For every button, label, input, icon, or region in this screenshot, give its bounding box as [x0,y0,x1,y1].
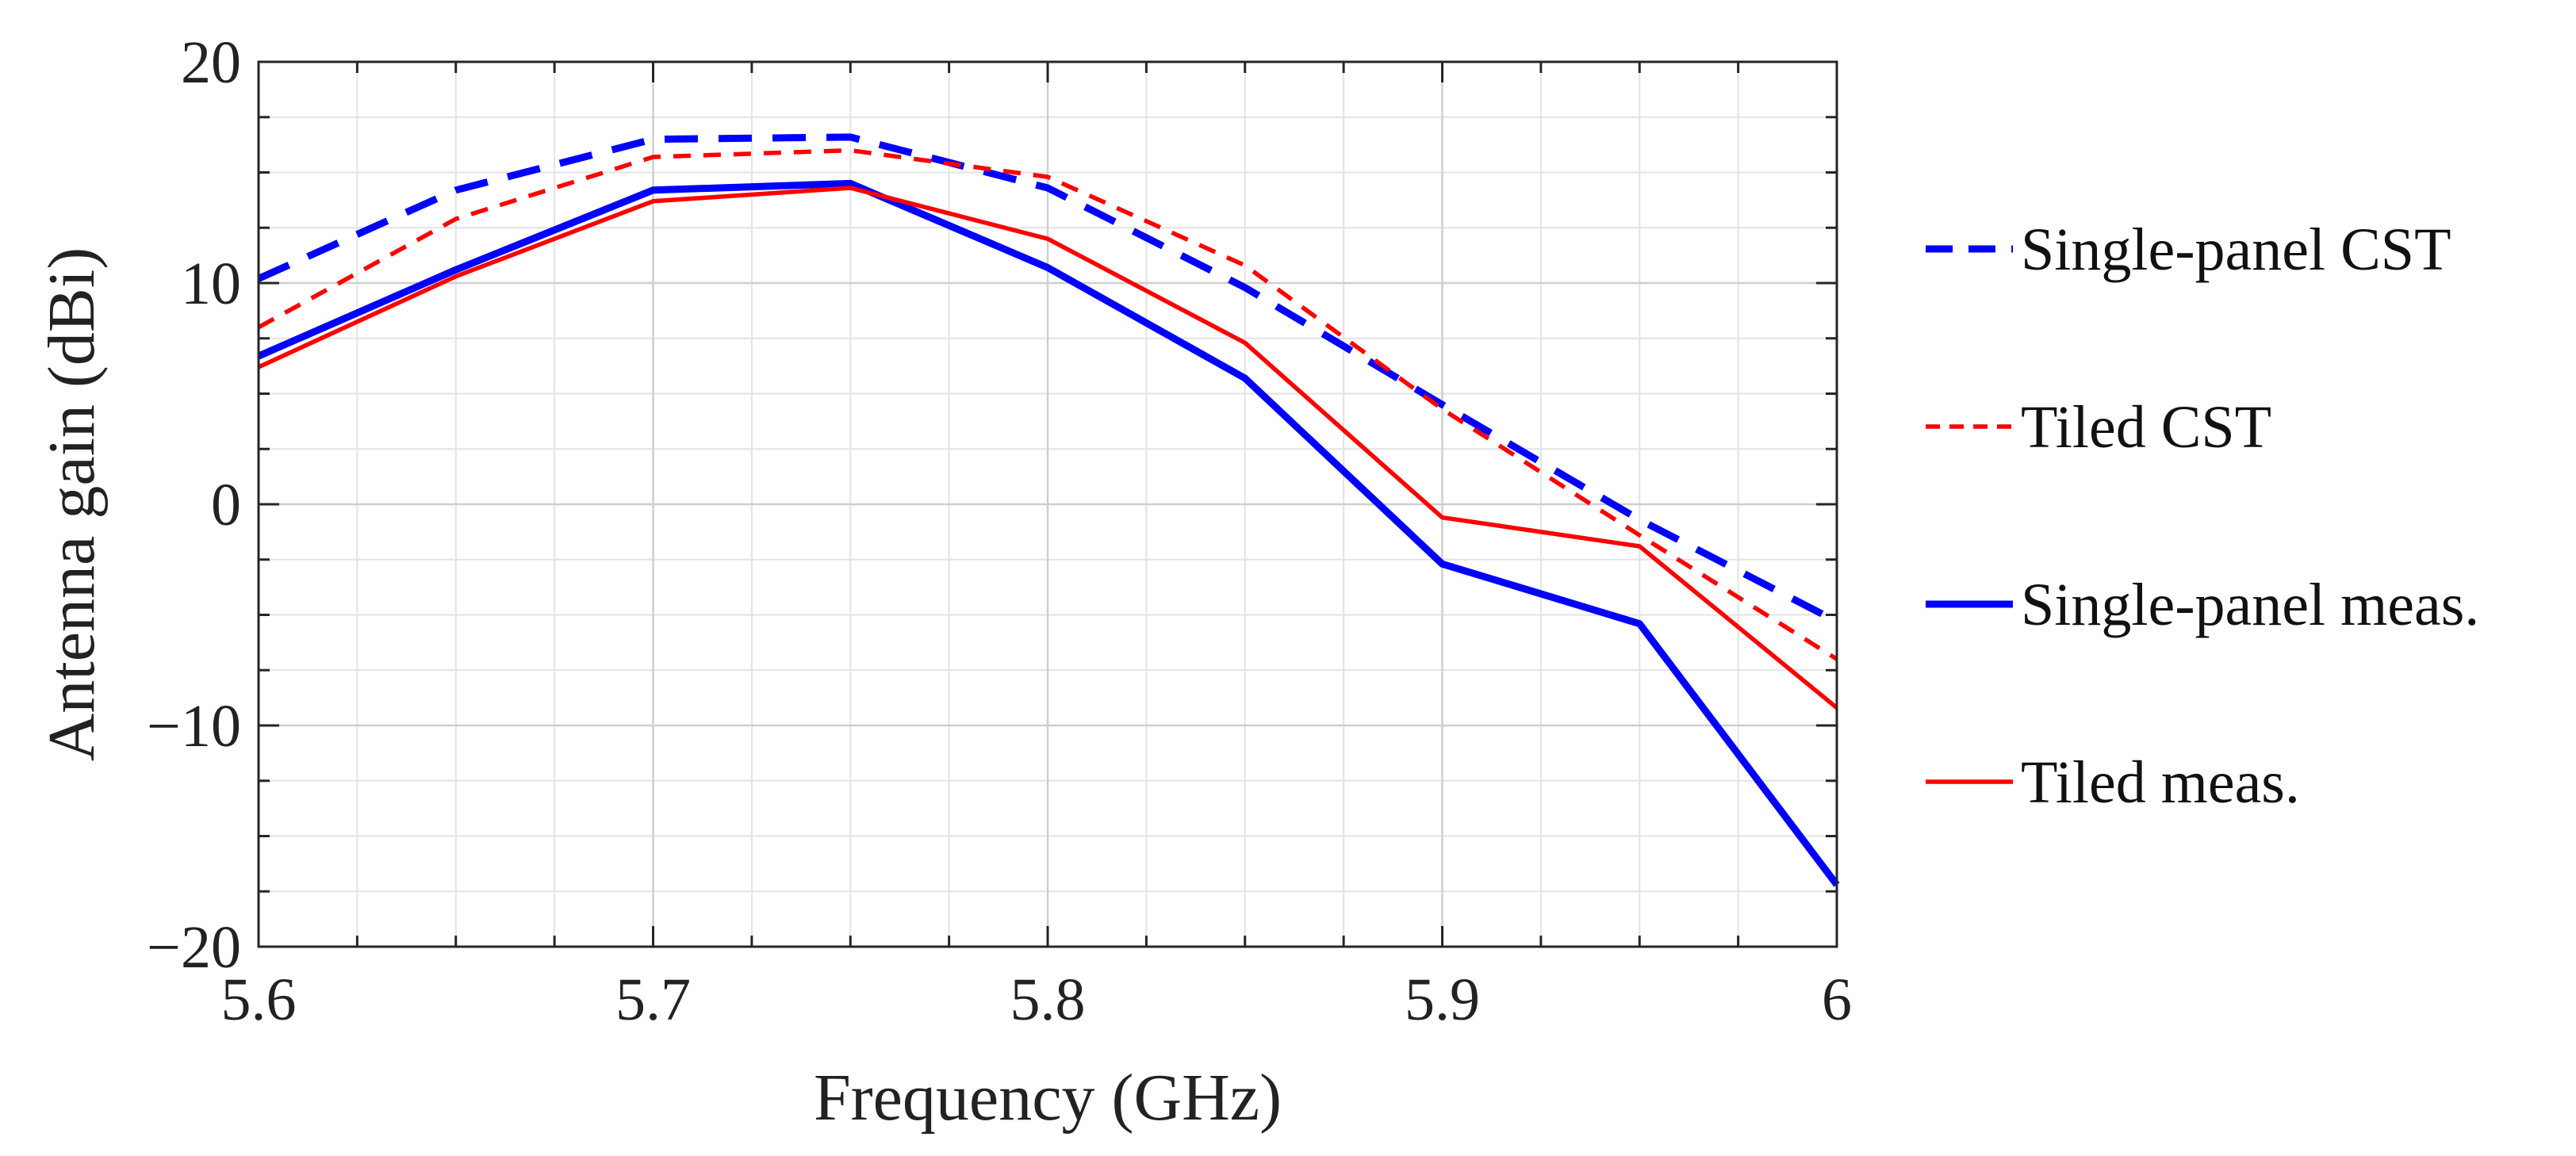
series-line-2 [257,179,1840,887]
ticks-layer [257,60,1838,948]
legend-label-3: Tiled meas. [2021,749,2300,816]
x-axis-label: Frequency (GHz) [814,1061,1282,1135]
legend-label-2: Single-panel meas. [2021,572,2479,638]
legend-label-1: Tiled CST [2021,394,2271,461]
legend-label-0: Single-panel CST [2021,216,2451,283]
series-line-1 [257,147,1838,661]
series-line-3 [257,186,1838,710]
series-layer [257,133,1840,887]
x-tick-label: 5.6 [221,967,297,1033]
series-line-0 [257,133,1839,625]
y-tick-label: −20 [147,914,241,981]
y-tick-label: −10 [147,693,241,760]
x-tick-label: 5.7 [615,967,691,1033]
y-tick-labels: −20 −10 0 10 20 [147,29,241,981]
y-tick-label: 10 [181,251,241,317]
x-tick-label: 6 [1822,967,1852,1033]
x-tick-labels: 5.6 5.7 5.8 5.9 6 [221,967,1853,1033]
y-tick-label: 0 [211,472,241,538]
legend: Single-panel CST Tiled CST Single-panel me… [1926,216,2479,816]
y-axis-label: Antenna gain (dBi) [35,247,109,762]
x-tick-label: 5.8 [1010,967,1086,1033]
x-tick-label: 5.9 [1405,967,1480,1033]
y-tick-label: 20 [181,29,241,96]
